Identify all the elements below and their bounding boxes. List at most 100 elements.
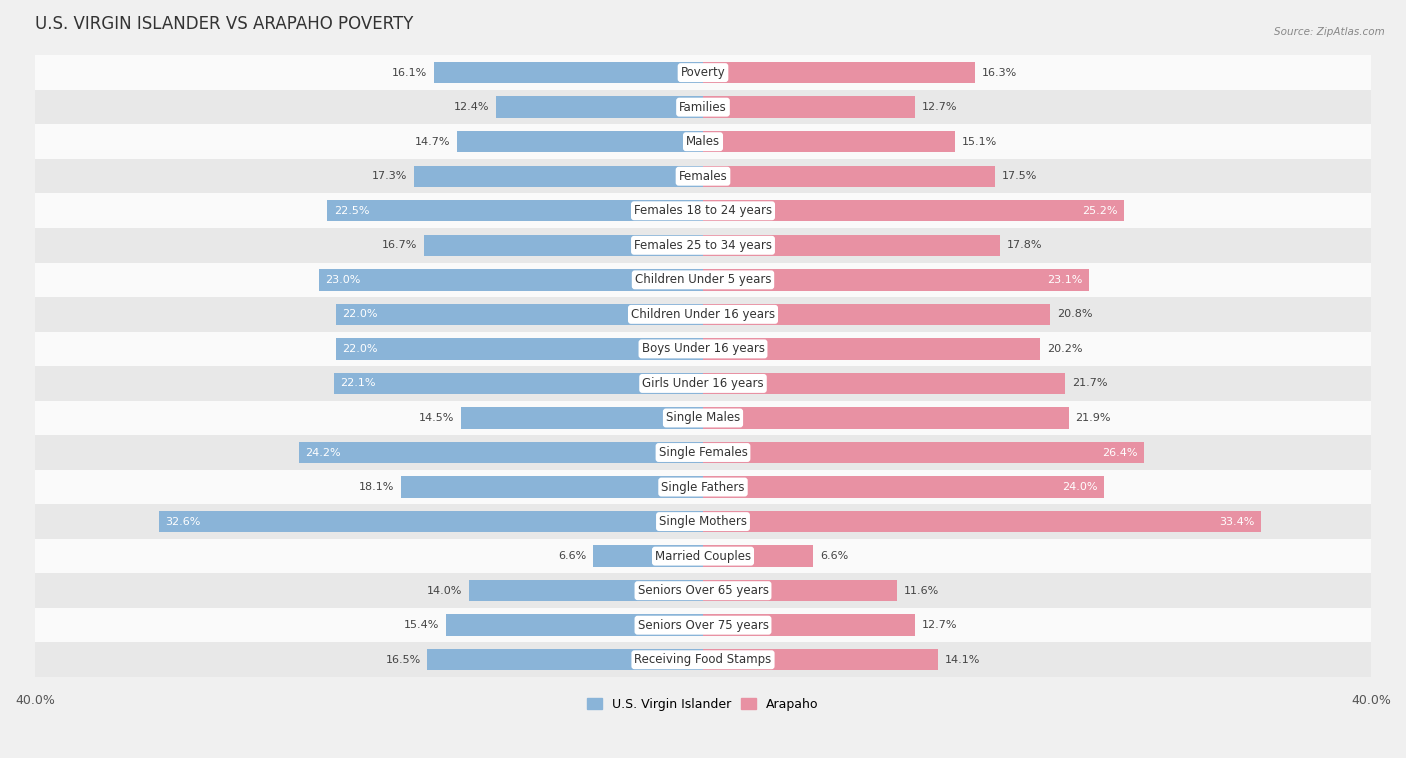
Text: 15.1%: 15.1% [962,136,997,147]
Text: Females 18 to 24 years: Females 18 to 24 years [634,204,772,218]
Bar [401,476,703,498]
Bar [703,511,1261,532]
Bar [703,615,915,636]
Text: Single Mothers: Single Mothers [659,515,747,528]
Bar [703,442,1144,463]
Bar [703,96,915,117]
Text: Boys Under 16 years: Boys Under 16 years [641,343,765,356]
Bar [319,269,703,290]
Text: 17.8%: 17.8% [1007,240,1042,250]
Bar [703,649,938,670]
Text: 20.8%: 20.8% [1057,309,1092,319]
Text: Girls Under 16 years: Girls Under 16 years [643,377,763,390]
Text: Females: Females [679,170,727,183]
Bar [299,442,703,463]
Bar [703,234,1000,256]
Bar [1,608,1405,643]
Text: 16.7%: 16.7% [382,240,418,250]
Text: Seniors Over 75 years: Seniors Over 75 years [637,619,769,631]
Text: 16.1%: 16.1% [392,67,427,77]
Text: 25.2%: 25.2% [1081,205,1118,216]
Text: 23.1%: 23.1% [1046,275,1083,285]
Text: Families: Families [679,101,727,114]
Bar [1,504,1405,539]
Text: 12.7%: 12.7% [922,102,957,112]
Bar [328,200,703,221]
Text: Single Males: Single Males [666,412,740,424]
Bar [703,269,1088,290]
Bar [446,615,703,636]
Bar [1,262,1405,297]
Text: 22.0%: 22.0% [342,344,378,354]
Bar [703,62,976,83]
Text: 12.4%: 12.4% [454,102,489,112]
Bar [703,546,813,567]
Bar [425,234,703,256]
Text: Males: Males [686,135,720,149]
Bar [496,96,703,117]
Bar [1,643,1405,677]
Legend: U.S. Virgin Islander, Arapaho: U.S. Virgin Islander, Arapaho [582,693,824,716]
Bar [336,304,703,325]
Bar [1,470,1405,504]
Text: 20.2%: 20.2% [1047,344,1083,354]
Text: 24.0%: 24.0% [1062,482,1097,492]
Text: Females 25 to 34 years: Females 25 to 34 years [634,239,772,252]
Bar [1,401,1405,435]
Bar [1,55,1405,90]
Text: 23.0%: 23.0% [326,275,361,285]
Bar [1,228,1405,262]
Bar [461,407,703,429]
Text: Source: ZipAtlas.com: Source: ZipAtlas.com [1274,27,1385,36]
Text: 22.0%: 22.0% [342,309,378,319]
Bar [1,366,1405,401]
Bar [703,407,1069,429]
Text: 15.4%: 15.4% [404,620,439,630]
Text: 26.4%: 26.4% [1102,447,1137,458]
Text: 12.7%: 12.7% [922,620,957,630]
Bar [703,476,1104,498]
Text: 32.6%: 32.6% [166,517,201,527]
Bar [1,332,1405,366]
Text: 6.6%: 6.6% [558,551,586,561]
Text: Single Fathers: Single Fathers [661,481,745,493]
Bar [593,546,703,567]
Bar [1,573,1405,608]
Text: 14.5%: 14.5% [419,413,454,423]
Bar [470,580,703,601]
Bar [336,338,703,359]
Bar [703,373,1066,394]
Bar [703,338,1040,359]
Bar [703,165,995,187]
Text: Seniors Over 65 years: Seniors Over 65 years [637,584,769,597]
Text: 14.7%: 14.7% [415,136,451,147]
Bar [1,435,1405,470]
Text: 21.9%: 21.9% [1076,413,1111,423]
Bar [1,539,1405,573]
Text: 11.6%: 11.6% [904,586,939,596]
Text: Poverty: Poverty [681,66,725,79]
Text: 33.4%: 33.4% [1219,517,1254,527]
Bar [703,304,1050,325]
Bar [1,124,1405,159]
Text: Receiving Food Stamps: Receiving Food Stamps [634,653,772,666]
Bar [1,297,1405,332]
Text: 16.3%: 16.3% [981,67,1017,77]
Bar [703,131,955,152]
Text: 22.1%: 22.1% [340,378,375,388]
Text: 18.1%: 18.1% [359,482,394,492]
Text: 21.7%: 21.7% [1073,378,1108,388]
Text: 17.5%: 17.5% [1002,171,1038,181]
Text: Single Females: Single Females [658,446,748,459]
Bar [159,511,703,532]
Text: 22.5%: 22.5% [333,205,370,216]
Text: 14.1%: 14.1% [945,655,980,665]
Bar [703,580,897,601]
Text: 24.2%: 24.2% [305,447,342,458]
Bar [333,373,703,394]
Bar [703,200,1123,221]
Text: Children Under 16 years: Children Under 16 years [631,308,775,321]
Bar [1,90,1405,124]
Bar [1,193,1405,228]
Bar [457,131,703,152]
